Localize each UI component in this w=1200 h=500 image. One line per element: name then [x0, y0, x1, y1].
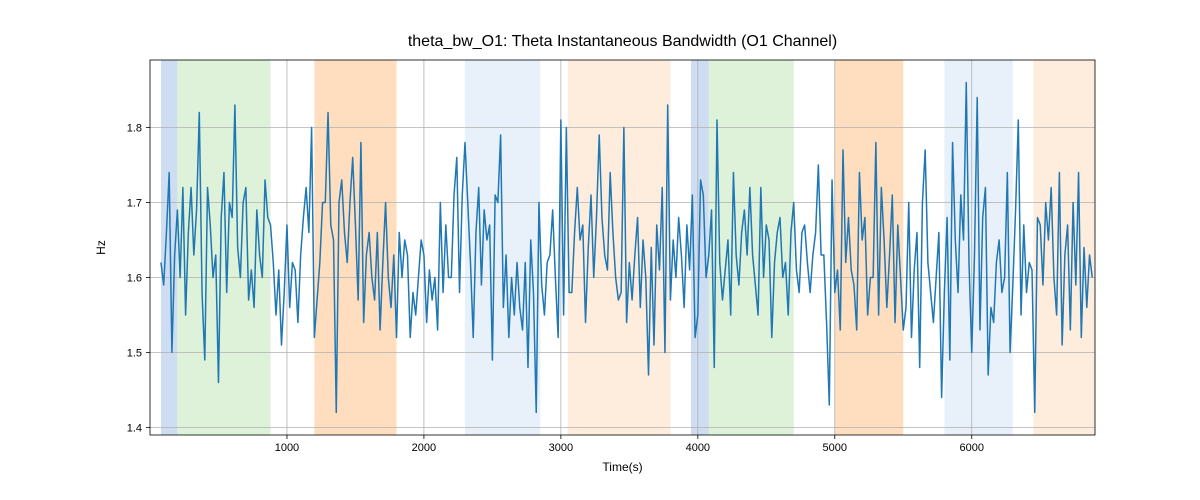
y-tick-label: 1.4 [127, 423, 142, 435]
x-tick-label: 1000 [275, 442, 299, 454]
x-tick-label: 2000 [412, 442, 436, 454]
x-tick-label: 5000 [823, 442, 847, 454]
y-tick-label: 1.7 [127, 198, 142, 210]
x-axis-label: Time(s) [602, 460, 642, 474]
band [177, 60, 270, 435]
chart-title: theta_bw_O1: Theta Instantaneous Bandwid… [408, 33, 837, 50]
y-tick-label: 1.8 [127, 123, 142, 135]
line-chart: 1000 2000 3000 4000 5000 6000 1.4 1.5 1.6 1.7 1.8 T… [0, 0, 1200, 500]
x-tick-label: 4000 [686, 442, 710, 454]
chart-container: 1000 2000 3000 4000 5000 6000 1.4 1.5 1.6 1.7 1.8 T… [0, 0, 1200, 500]
x-tick-label: 3000 [549, 442, 573, 454]
y-tick-label: 1.5 [127, 348, 142, 360]
y-axis-label: Hz [94, 240, 108, 255]
x-tick-label: 6000 [959, 442, 983, 454]
y-tick-label: 1.6 [127, 273, 142, 285]
band [1033, 60, 1095, 435]
